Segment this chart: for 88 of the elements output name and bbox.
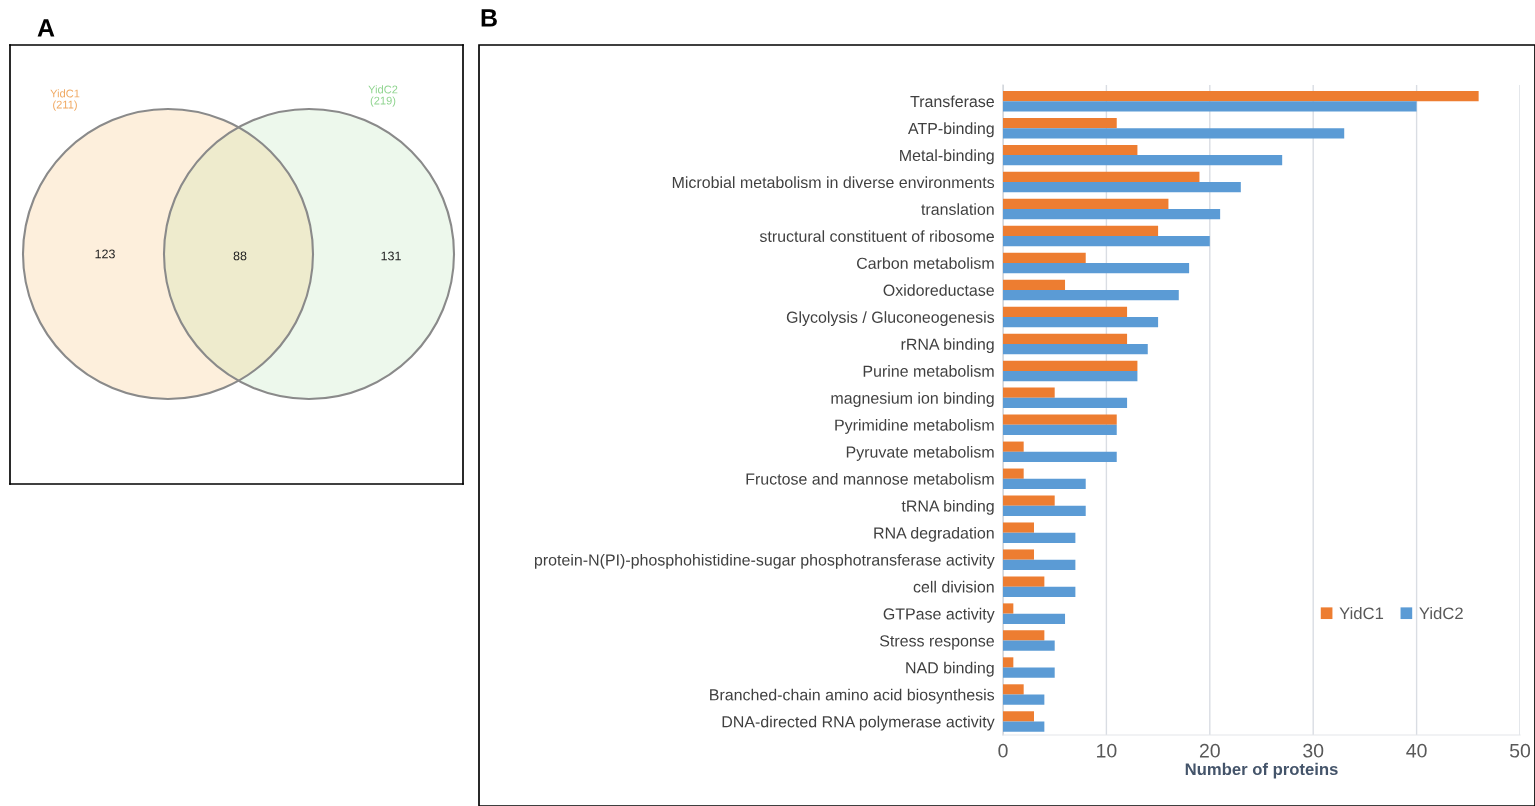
bar xyxy=(1003,684,1024,695)
bar xyxy=(1003,263,1190,274)
bar xyxy=(1003,576,1045,587)
bar xyxy=(1003,478,1086,490)
bar xyxy=(1003,694,1045,705)
bar xyxy=(1003,182,1241,193)
bar xyxy=(1003,657,1014,668)
bar xyxy=(1003,279,1066,290)
y-tick-label: rRNA binding xyxy=(901,338,994,354)
y-tick-label: protein-N(PI)-phosphohistidine-sugar phosphotransferase activity xyxy=(534,553,995,569)
bar xyxy=(1003,289,1179,301)
y-tick-label: Metal-binding xyxy=(900,149,994,165)
bar xyxy=(1003,316,1159,328)
x-tick-label: 10 xyxy=(1097,743,1117,758)
data-label: 88 xyxy=(233,251,247,261)
y-tick-label: Carbon metabolism xyxy=(857,257,994,269)
bar xyxy=(1003,451,1117,463)
bar xyxy=(1003,225,1159,237)
text: B xyxy=(481,9,497,27)
bar xyxy=(1003,630,1045,641)
bar xyxy=(1003,236,1210,247)
y-tick-label: Stress response xyxy=(879,635,994,650)
bar xyxy=(1003,603,1014,614)
x-tick-label: 30 xyxy=(1303,743,1324,758)
bar xyxy=(1003,522,1035,533)
bar xyxy=(1003,387,1055,398)
y-tick-label: Branched-chain amino acid biosynthesis xyxy=(710,688,995,704)
bar xyxy=(1003,424,1117,436)
data-label: 123 xyxy=(95,249,115,259)
bar xyxy=(1003,640,1055,651)
y-tick-label: ATP-binding xyxy=(907,122,994,138)
bar xyxy=(1003,343,1148,355)
x-tick-label: 20 xyxy=(1199,743,1220,758)
y-tick-label: Pyruvate metabolism xyxy=(846,446,994,461)
bar xyxy=(1003,397,1128,409)
bar xyxy=(1003,306,1128,317)
y-tick-label: Transferase xyxy=(910,95,994,108)
y-tick-label: Purine metabolism xyxy=(863,365,994,377)
y-tick-label: magnesium ion binding xyxy=(831,392,994,407)
bar xyxy=(1003,333,1128,344)
bar xyxy=(1003,468,1024,479)
legend-label: YidC2 xyxy=(1419,606,1463,620)
x-tick-label: 40 xyxy=(1406,743,1427,758)
bar xyxy=(1003,90,1479,102)
y-tick-label: Fructose and mannose metabolism xyxy=(746,472,994,485)
y-tick-label: Pyrimidine metabolism xyxy=(835,419,994,434)
y-tick-label: tRNA binding xyxy=(901,499,994,515)
data-label: 131 xyxy=(381,251,401,261)
bar xyxy=(1003,209,1221,220)
y-tick-label: translation xyxy=(921,203,994,216)
bar xyxy=(1003,252,1086,264)
text: YidC2 (219) xyxy=(368,85,398,107)
bar xyxy=(1003,128,1345,139)
text: A xyxy=(37,19,55,37)
y-tick-label: cell division xyxy=(913,580,994,593)
bar xyxy=(1003,586,1076,597)
y-tick-label: Oxidoreductase xyxy=(883,284,994,296)
y-tick-label: structural constituent of ribosome xyxy=(759,230,994,242)
y-tick-label: NAD binding xyxy=(906,661,994,677)
bar xyxy=(1003,360,1138,371)
bar xyxy=(1003,198,1169,210)
x-tick-label: 50 xyxy=(1509,743,1531,758)
bar xyxy=(1003,171,1200,183)
bar xyxy=(1003,414,1117,425)
y-tick-label: DNA-directed RNA polymerase activity xyxy=(722,715,995,731)
bar xyxy=(1003,441,1024,452)
bar xyxy=(1003,667,1055,678)
y-tick-label: Microbial metabolism in diverse environments xyxy=(672,176,995,189)
bar xyxy=(1003,155,1283,166)
bar xyxy=(1003,505,1086,516)
bar xyxy=(1003,559,1076,570)
bar xyxy=(1003,532,1076,543)
bar xyxy=(1003,711,1035,722)
bar xyxy=(1003,495,1055,506)
y-tick-label: GTPase activity xyxy=(883,607,995,623)
x-axis-title: Number of proteins xyxy=(1185,762,1338,779)
bar xyxy=(1003,117,1117,129)
bar xyxy=(1003,613,1066,624)
bar xyxy=(1003,370,1138,382)
y-tick-label: Glycolysis / Gluconeogenesis xyxy=(786,311,995,327)
bar xyxy=(1003,721,1045,732)
bar xyxy=(1003,101,1417,112)
legend-label: YidC1 xyxy=(1339,606,1384,620)
bar xyxy=(1003,144,1138,156)
x-tick-label: 0 xyxy=(998,743,1008,758)
y-tick-label: RNA degradation xyxy=(874,526,994,542)
text: YidC1 (211) xyxy=(50,89,80,111)
bar xyxy=(1003,549,1035,560)
